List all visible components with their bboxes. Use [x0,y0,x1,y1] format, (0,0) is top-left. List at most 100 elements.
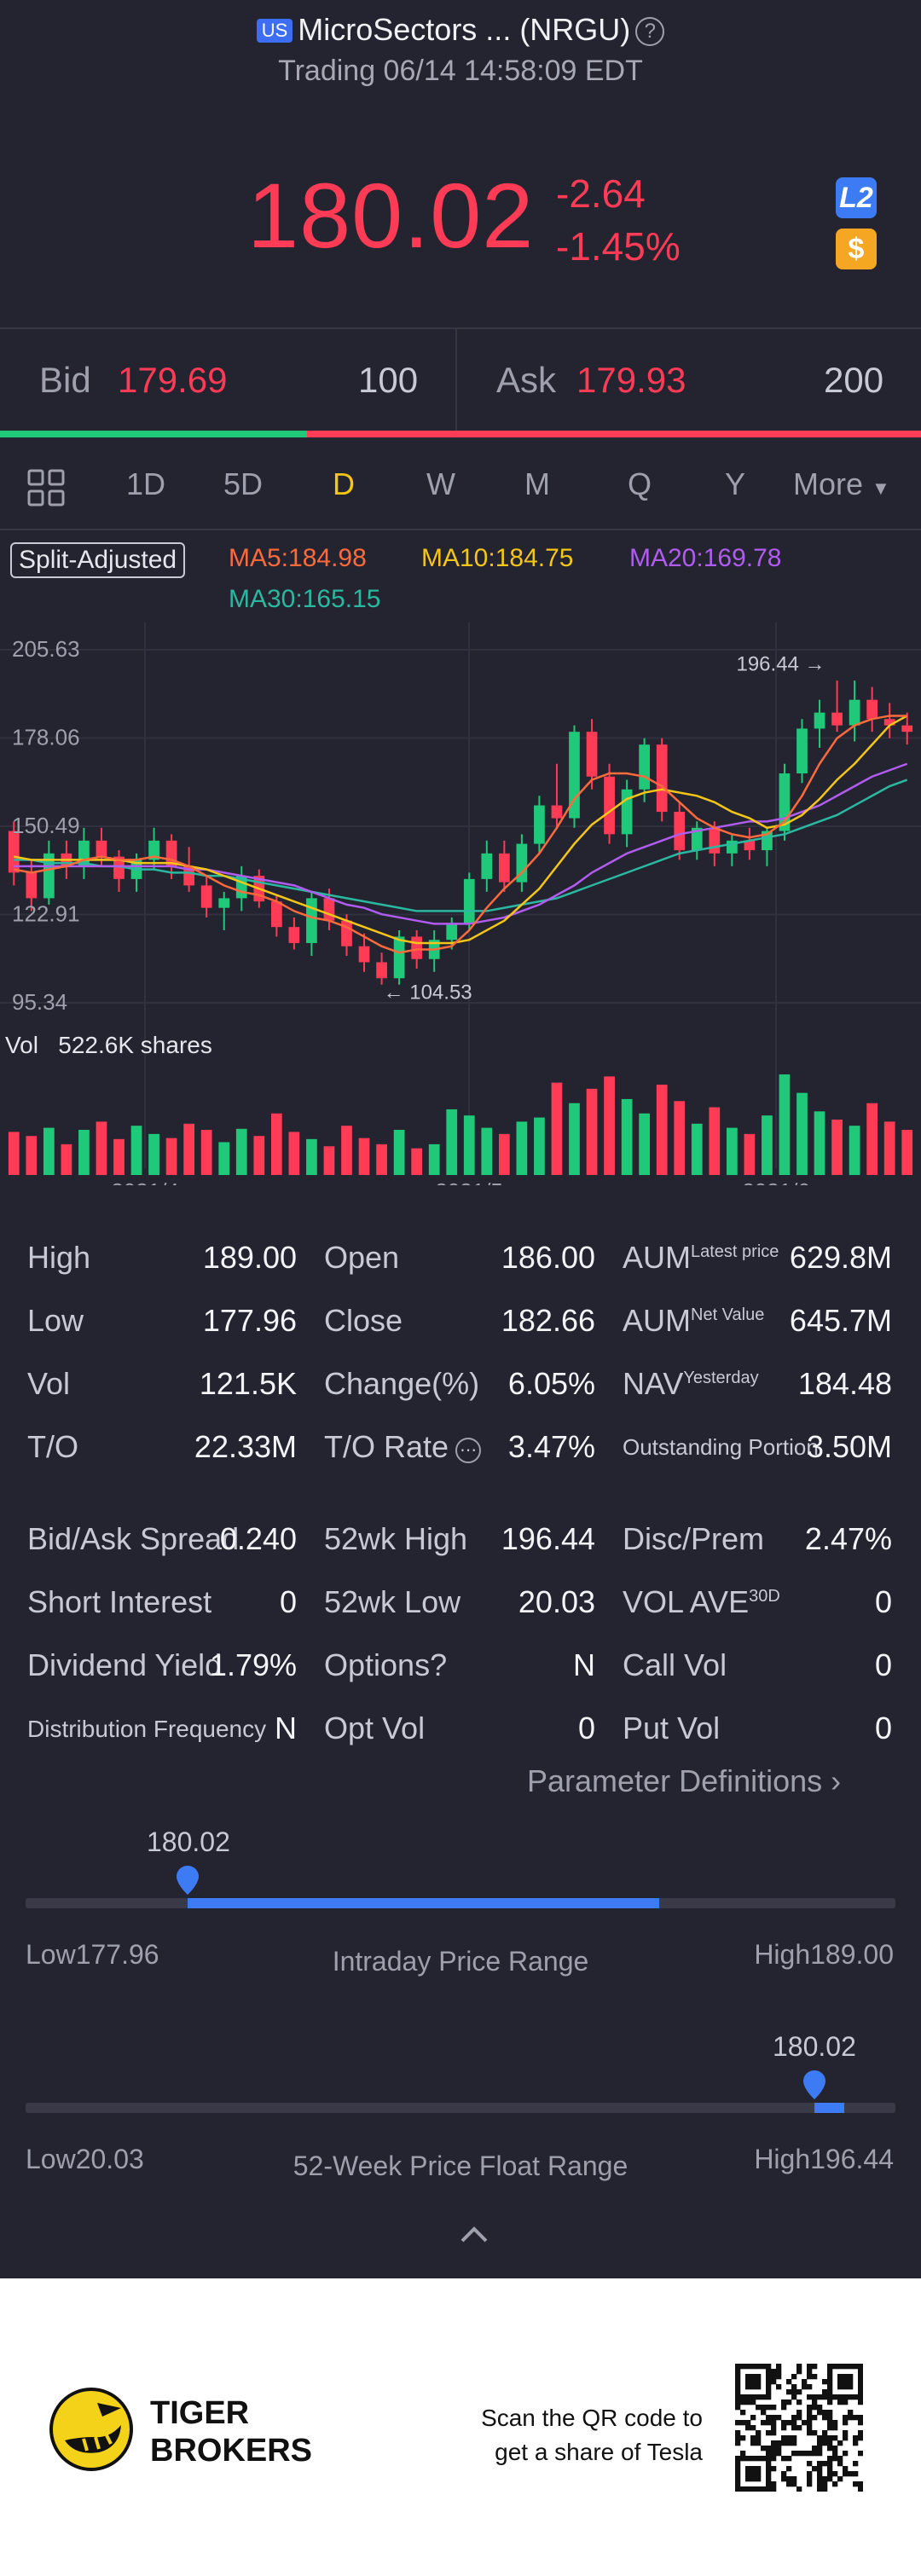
qr-module [827,2389,833,2395]
qr-module [781,2420,787,2426]
qr-module [822,2410,828,2416]
qr-module [750,2456,756,2462]
stat-value: 182.66 [501,1303,595,1338]
qr-module [843,2451,849,2457]
qr-module [766,2461,772,2467]
week52-range-fill [814,2103,844,2113]
intraday-range-title: Intraday Price Range [332,1946,589,1977]
qr-module [735,2430,741,2436]
qr-module [771,2446,777,2452]
qr-module [756,2440,762,2446]
qr-module [827,2461,833,2467]
last-price: 180.02 [247,164,535,267]
qr-module [858,2384,863,2390]
qr-module [796,2369,802,2375]
qr-module [735,2420,741,2426]
stat-value: 189.00 [202,1240,297,1275]
volume-bar [113,1138,125,1175]
volume-bar [901,1130,913,1175]
qr-module [756,2466,762,2472]
qr-module [750,2399,756,2405]
stat-label: AUMNet Value [623,1303,764,1339]
ma30-value: MA30:165.15 [229,585,381,613]
tab-q[interactable]: Q [628,466,652,501]
qr-module [781,2440,787,2446]
tab-1d[interactable]: 1D [126,466,166,501]
qr-module [771,2379,777,2385]
stat-label-text: Call Vol [623,1647,727,1682]
qr-module [848,2471,854,2477]
price-chart[interactable]: 205.63 178.06 150.49 122.91 95.34 2021/4 2021/… [0,622,921,1185]
volume-bar [323,1146,335,1175]
info-dots-icon[interactable]: ⋯ [455,1438,482,1463]
more-label: More [793,466,864,501]
qr-module [766,2486,772,2492]
qr-module [837,2399,843,2405]
candle-body [183,865,195,886]
qr-module [766,2415,772,2421]
layout-grid-icon[interactable] [26,467,67,512]
collapse-chevron-icon[interactable] [460,2226,488,2247]
qr-module [745,2394,751,2400]
qr-module [807,2471,813,2477]
stat-label-text: Distribution Frequency [27,1716,267,1742]
stat-label: 52wk High [324,1521,467,1557]
parameter-definitions-link[interactable]: Parameter Definitions › [527,1763,841,1799]
stat-label: Put Vol [623,1711,720,1746]
qr-module [735,2379,741,2385]
stat-label: Open [324,1240,399,1276]
qr-module [817,2481,823,2487]
qr-module [750,2440,756,2446]
tab-y[interactable]: Y [725,466,746,501]
qr-module [761,2420,767,2426]
candle-body [691,827,703,851]
qr-module [796,2486,802,2492]
level2-icon[interactable]: L2 [836,177,877,218]
help-icon[interactable]: ? [635,17,665,46]
volume-bar [341,1126,352,1175]
qr-module [827,2379,833,2385]
tab-d[interactable]: D [333,466,355,501]
split-adjusted-toggle[interactable]: Split-Adjusted [10,542,186,578]
tab-5d[interactable]: 5D [223,466,264,501]
tab-more[interactable]: More ▼ [793,466,890,502]
qr-module [817,2410,823,2416]
stat-value: 0 [279,1584,297,1619]
qr-module [766,2466,772,2472]
tab-w[interactable]: W [426,466,455,501]
ask-label: Ask [496,360,557,400]
qr-module [848,2379,854,2385]
qr-module [858,2430,863,2436]
volume-bar [270,1113,282,1175]
stat-label: Opt Vol [324,1711,425,1746]
qr-module [827,2440,833,2446]
candle-body [814,712,825,729]
qr-module [832,2471,838,2477]
qr-module [740,2420,746,2426]
week52-range-track [26,2103,895,2113]
qr-module [843,2374,849,2380]
qr-module [750,2384,756,2390]
stat-label-text: Vol [27,1366,71,1401]
volume-bar [883,1121,895,1175]
qr-module [827,2394,833,2400]
qr-module [812,2405,818,2411]
qr-module [791,2440,797,2446]
stat-label-text: Outstanding Portion [623,1434,819,1460]
dollar-icon[interactable]: $ [836,229,877,269]
stock-title[interactable]: US MicroSectors ... (NRGU)? [0,12,921,48]
qr-module [735,2374,741,2380]
qr-module [771,2486,777,2492]
qr-module [807,2461,813,2467]
qr-module [761,2456,767,2462]
tab-m[interactable]: M [524,466,550,501]
volume-bar [814,1111,825,1175]
stat-label-text: Opt Vol [324,1711,426,1745]
qr-module [771,2430,777,2436]
qr-module [776,2364,782,2370]
ma30-line [14,779,908,912]
qr-module [766,2389,772,2395]
ma20-line [14,762,908,925]
qr-module [761,2405,767,2411]
candle-body [288,927,300,943]
